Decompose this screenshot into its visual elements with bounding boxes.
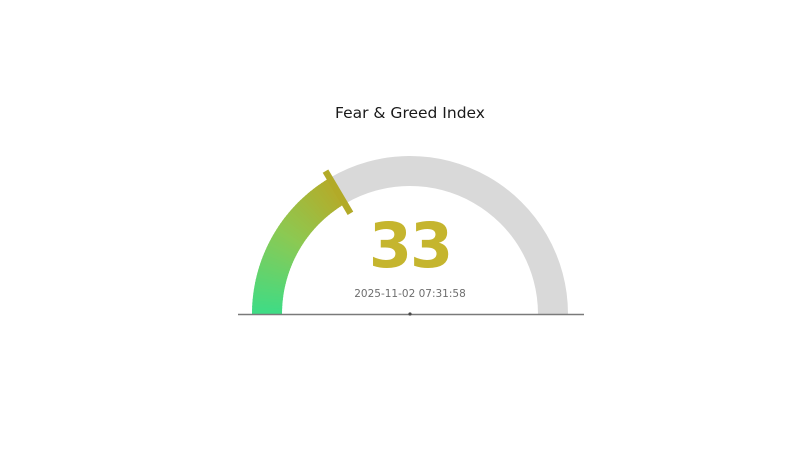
gauge-value-arc-segment	[288, 209, 314, 233]
gauge-value-arc-segment	[263, 249, 294, 266]
gauge-value-arc-segment	[304, 192, 328, 219]
gauge-value-arc-segment	[272, 231, 301, 251]
gauge-track-arc	[329, 155, 568, 314]
gauge-needle-tick	[322, 169, 354, 215]
gauge-value-arc-segment	[290, 207, 316, 231]
gauge-value-arc-segment	[292, 204, 318, 229]
gauge-arc-group	[251, 155, 568, 314]
gauge-value-arc-segment	[262, 252, 292, 269]
gauge-value-arc-segment	[297, 199, 322, 225]
gauge-value-arc-segment	[318, 182, 339, 210]
gauge-value-arc-segment	[307, 190, 330, 217]
gauge-value-arc-segment	[278, 223, 306, 244]
gauge-value-arc-segment	[323, 179, 344, 207]
gauge-value-arc-segment	[281, 217, 309, 239]
gauge-value-arc-segment	[315, 184, 337, 212]
gauge-value-arc-segment	[286, 212, 313, 235]
gauge-value-arc-segment	[280, 220, 307, 242]
gauge-value-arc-segment	[265, 246, 295, 263]
gauge-value-arc-segment	[267, 240, 297, 258]
chart-title: Fear & Greed Index	[335, 104, 485, 122]
gauge-pivot-dot	[408, 312, 412, 316]
gauge-value: 33	[369, 209, 451, 282]
gauge-value-arc-segment	[302, 195, 326, 221]
gauge-value-arc-segment	[320, 180, 342, 209]
gauge-value-arc-segment	[295, 202, 320, 227]
gauge-value-arc-segment	[284, 214, 311, 237]
gauge-timestamp: 2025-11-02 07:31:58	[354, 288, 466, 300]
gauge-value-arc-segment	[276, 225, 304, 246]
gauge-value-arc-segment	[271, 234, 300, 253]
gauge-value-arc-segment	[266, 243, 296, 261]
gauge-value-arc-segment	[310, 188, 333, 215]
gauge-value-arc-segment	[269, 237, 299, 256]
gauge-value-arc-segment	[274, 228, 303, 249]
gauge-value-arc-segment	[312, 186, 335, 214]
gauge-value-arc-segment	[299, 197, 324, 223]
